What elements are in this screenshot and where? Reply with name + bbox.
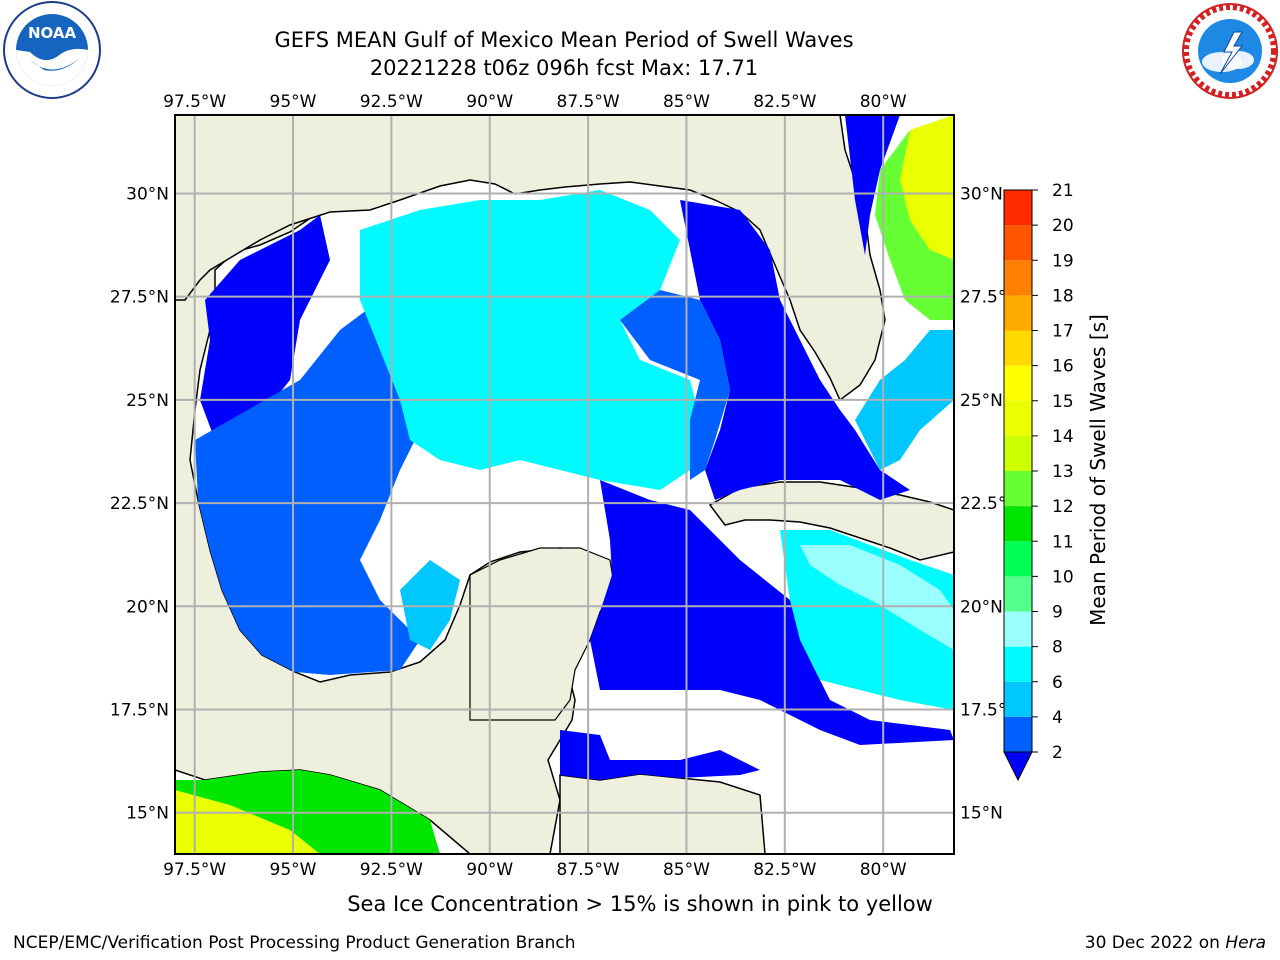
colorbar-tick-label: 4	[1052, 708, 1063, 728]
swell-region-blue-west	[195, 300, 440, 675]
lon-label-bottom: 87.5°W	[557, 860, 620, 880]
lat-label-left: 22.5°N	[110, 494, 169, 514]
lon-label-top: 90°W	[466, 92, 513, 112]
lat-label-left: 27.5°N	[110, 288, 169, 308]
lon-label-bottom: 97.5°W	[163, 860, 226, 880]
lon-label-bottom: 90°W	[466, 860, 513, 880]
colorbar-tick-label: 10	[1052, 567, 1074, 587]
land-cuba	[708, 481, 954, 561]
land-central-america	[559, 773, 766, 854]
swell-region-pacific-yellow	[175, 790, 320, 854]
lat-label-right: 25°N	[960, 391, 1003, 411]
swell-region-atlantic-yellow	[900, 115, 954, 260]
footer-date: 30 Dec 2022 on Hera	[1085, 933, 1266, 953]
colorbar-tick-label: 19	[1052, 251, 1074, 271]
lat-label-left: 15°N	[126, 804, 169, 824]
colorbar-extend-arrow	[1003, 751, 1033, 782]
footer-credit: NCEP/EMC/Verification Post Processing Pr…	[13, 933, 576, 953]
lat-label-left: 30°N	[126, 184, 169, 204]
colorbar-segment	[1004, 576, 1032, 612]
lat-label-right: 15°N	[960, 804, 1003, 824]
footer-date-text: 30 Dec 2022 on	[1084, 933, 1226, 953]
colorbar-tick-label: 16	[1052, 357, 1074, 377]
swell-region-lightcyan-caribbean	[800, 545, 954, 650]
colorbar-tick-label: 17	[1052, 322, 1074, 342]
colorbar-segment	[1004, 365, 1032, 401]
swell-region-dark-blue-east	[680, 200, 910, 500]
colorbar-tick-label: 14	[1052, 427, 1074, 447]
colorbar-segment	[1004, 541, 1032, 577]
colorbar-tick-label: 18	[1052, 286, 1074, 306]
colorbar-title: Mean Period of Swell Waves [s]	[1086, 314, 1110, 626]
lon-label-top: 95°W	[270, 92, 317, 112]
colorbar-tick-label: 21	[1052, 181, 1074, 201]
swell-region-dark-blue-yucatan-channel	[590, 480, 954, 745]
lat-label-left: 17.5°N	[110, 701, 169, 721]
colorbar-tick-label: 12	[1052, 497, 1074, 517]
lon-label-top: 92.5°W	[360, 92, 423, 112]
colorbar-tick-label: 9	[1052, 603, 1063, 623]
colorbar-segment	[1004, 330, 1032, 366]
noaa-logo-text: NOAA	[28, 24, 77, 42]
lat-label-left: 20°N	[126, 597, 169, 617]
lon-label-bottom: 82.5°W	[753, 860, 816, 880]
swell-region-caribbean-south-blue	[560, 730, 760, 780]
map-frame	[174, 114, 955, 855]
lon-label-top: 97.5°W	[163, 92, 226, 112]
lon-label-top: 85°W	[663, 92, 710, 112]
lon-label-bottom: 95°W	[270, 860, 317, 880]
colorbar-segment	[1004, 260, 1032, 296]
colorbar-segment	[1004, 611, 1032, 647]
colorbar-tick-label: 11	[1052, 532, 1074, 552]
lon-label-bottom: 80°W	[860, 860, 907, 880]
colorbar-tick-label: 2	[1052, 743, 1063, 763]
colorbar-tick-label: 8	[1052, 638, 1063, 658]
colorbar: 2 4 6 8 9 10 11 12 13 14 15 16 17 18 19 20 21	[1003, 181, 1074, 782]
nws-logo	[1182, 3, 1278, 99]
chart-title: GEFS MEAN Gulf of Mexico Mean Period of …	[274, 28, 854, 52]
colorbar-segment	[1004, 646, 1032, 682]
colorbar-segment	[1004, 506, 1032, 542]
colorbar-tick-label: 20	[1052, 216, 1074, 236]
lat-label-right: 30°N	[960, 184, 1003, 204]
noaa-logo: NOAA	[3, 1, 101, 99]
swell-region-cyan-south	[400, 560, 460, 650]
colorbar-segment	[1004, 471, 1032, 507]
colorbar-segment	[1004, 400, 1032, 436]
colorbar-segment	[1004, 295, 1032, 331]
colorbar-tick-label: 6	[1052, 673, 1063, 693]
colorbar-tick-label: 13	[1052, 462, 1074, 482]
lon-label-top: 87.5°W	[557, 92, 620, 112]
footer-host: Hera	[1225, 933, 1266, 953]
colorbar-segment	[1004, 225, 1032, 261]
swell-region-blue-east	[620, 290, 730, 480]
lon-label-bottom: 85°W	[663, 860, 710, 880]
lon-label-top: 80°W	[860, 92, 907, 112]
swell-region-cyan-central	[360, 190, 700, 490]
colorbar-segment	[1004, 435, 1032, 471]
colorbar-tick-label: 15	[1052, 392, 1074, 412]
sea-ice-note: Sea Ice Concentration > 15% is shown in …	[347, 892, 933, 916]
swell-region-dark-blue-west	[200, 215, 330, 440]
chart-subtitle: 20221228 t06z 096h fcst Max: 17.71	[369, 56, 759, 80]
swell-region-atlantic-blue	[845, 115, 900, 255]
lat-label-right: 20°N	[960, 597, 1003, 617]
lon-label-top: 82.5°W	[753, 92, 816, 112]
colorbar-segment	[1004, 190, 1032, 226]
lon-label-bottom: 92.5°W	[360, 860, 423, 880]
graticule	[175, 115, 954, 854]
colorbar-segment	[1004, 681, 1032, 717]
colorbar-segment	[1004, 716, 1032, 752]
lat-label-left: 25°N	[126, 391, 169, 411]
